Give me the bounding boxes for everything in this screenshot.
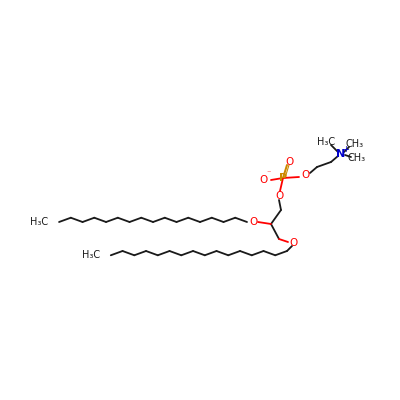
Text: O: O [301,170,309,180]
Text: CH₃: CH₃ [346,139,364,149]
Text: CH₃: CH₃ [348,153,366,163]
Text: O: O [259,175,267,185]
Text: O: O [275,191,283,201]
Text: H₃C: H₃C [82,250,100,260]
Text: O: O [249,217,257,227]
Text: +: + [342,146,350,154]
Text: H₃C: H₃C [30,217,48,227]
Text: ⁻: ⁻ [267,168,271,178]
Text: H₃C: H₃C [317,137,335,147]
Text: O: O [289,238,297,248]
Text: N: N [336,149,346,159]
Text: O: O [286,157,294,167]
Text: P: P [279,173,287,183]
